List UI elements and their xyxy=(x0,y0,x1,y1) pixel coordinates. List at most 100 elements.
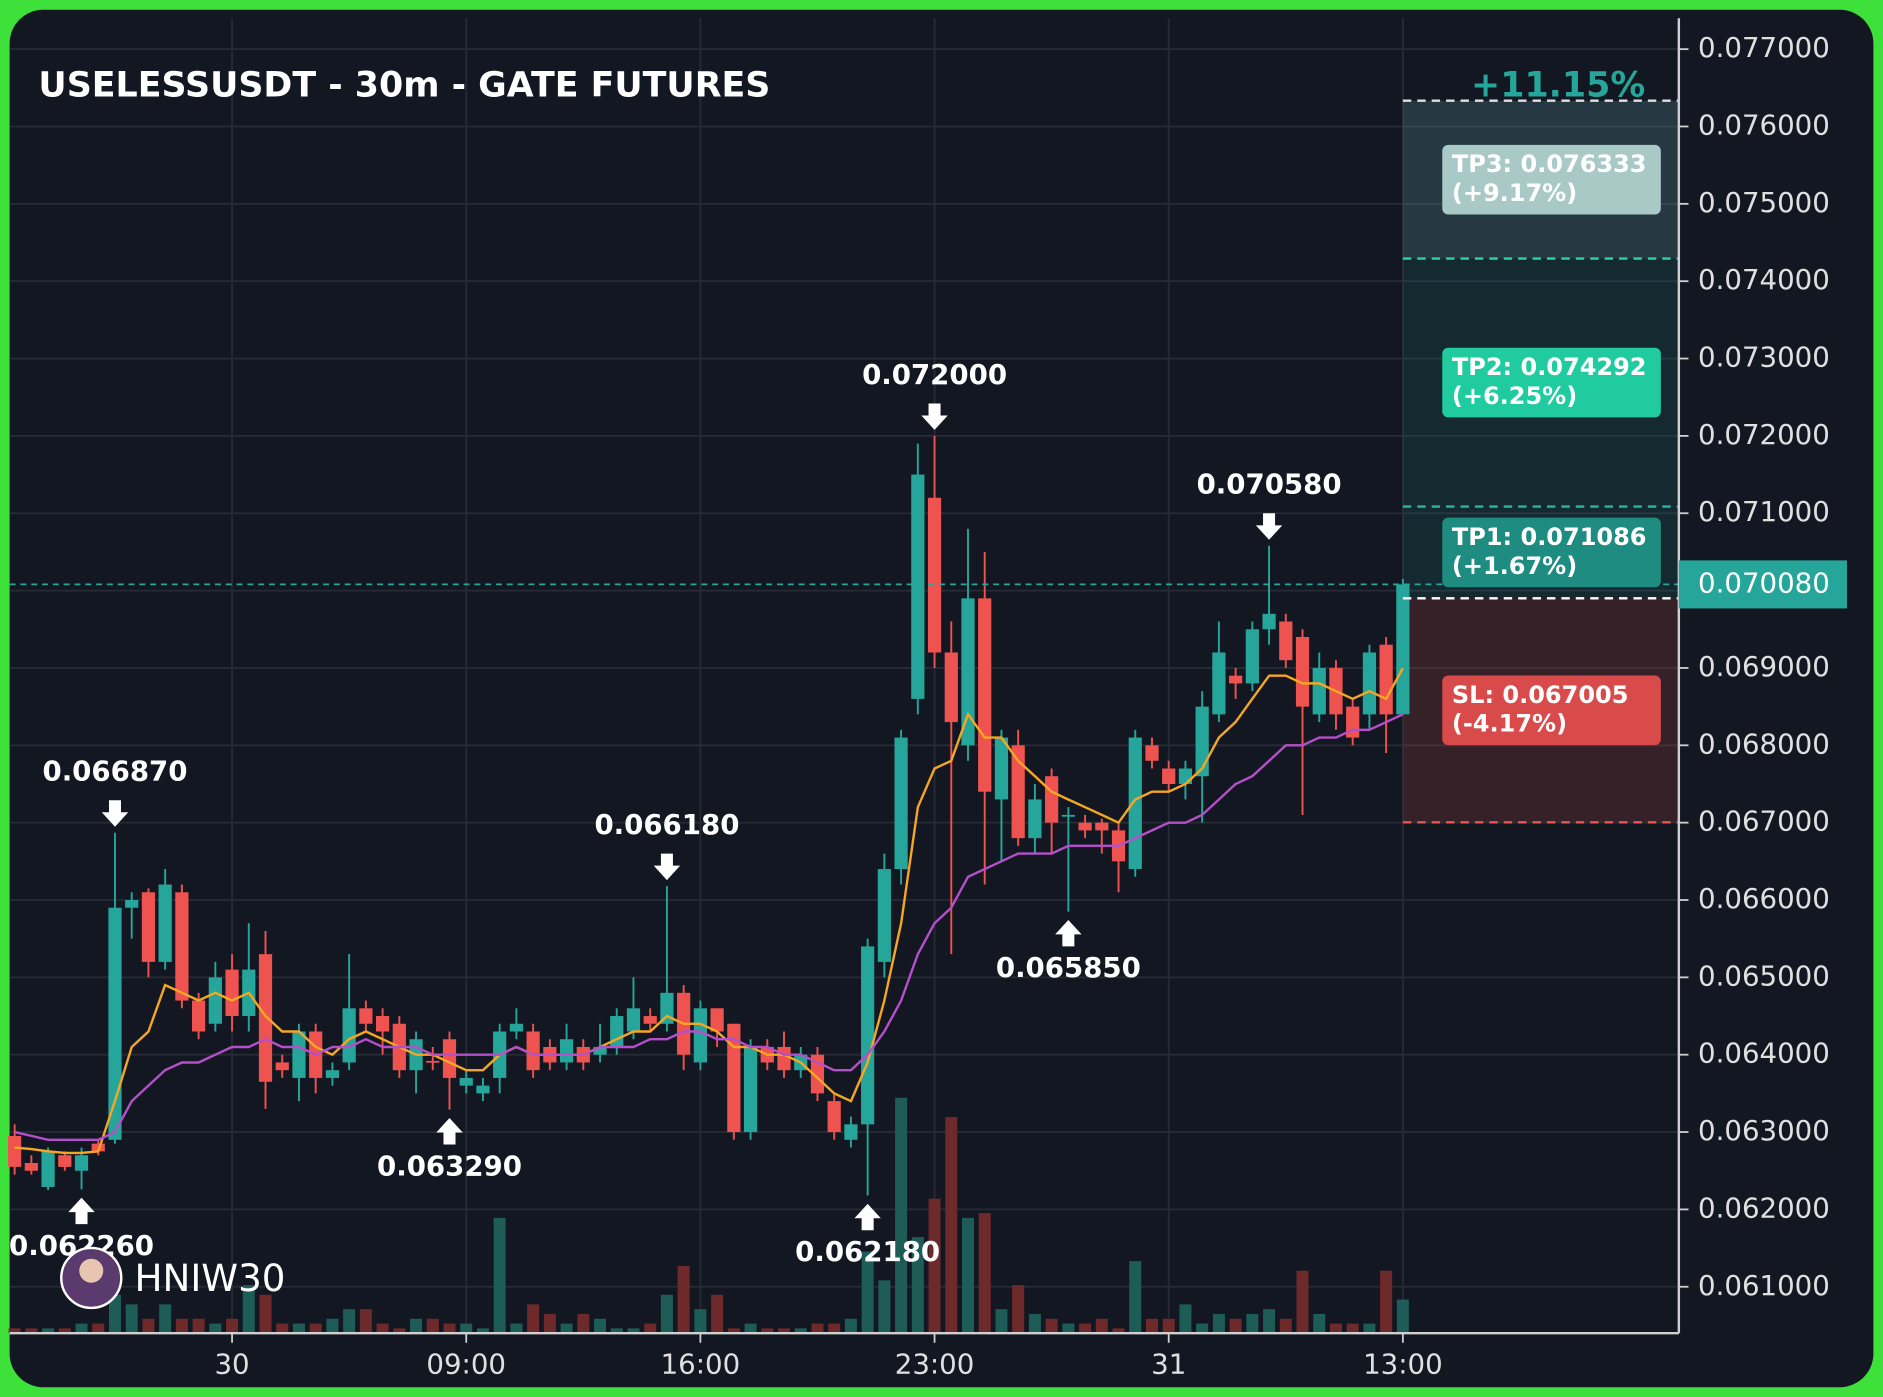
annotation-label: 0.063290 xyxy=(377,1149,522,1182)
volume-bar xyxy=(1112,1328,1125,1334)
volume-bar xyxy=(911,1237,924,1334)
volume-bar xyxy=(828,1323,841,1334)
candle-body xyxy=(258,954,273,1082)
level-label: SL: 0.067005 xyxy=(1452,681,1629,709)
annotation-arrow xyxy=(653,853,681,881)
volume-bar xyxy=(644,1323,657,1334)
volume-bar xyxy=(945,1117,958,1334)
candle-body xyxy=(342,1008,356,1063)
volume-bar xyxy=(660,1294,673,1334)
candle-body xyxy=(509,1023,524,1032)
candle-body xyxy=(1212,652,1226,715)
y-tick-label: 0.074000 xyxy=(1698,263,1830,296)
volume-bar xyxy=(761,1328,774,1334)
candle-body xyxy=(325,1070,340,1078)
candle-body xyxy=(559,1039,574,1063)
candle-body xyxy=(827,1101,841,1133)
candle-body xyxy=(192,1000,206,1032)
volume-bar xyxy=(1346,1323,1359,1334)
candle-body xyxy=(1396,584,1410,715)
panel xyxy=(9,9,1874,1388)
candle-body xyxy=(141,892,156,962)
candle-body xyxy=(459,1077,473,1086)
volume-bar xyxy=(192,1318,205,1334)
volume-bar xyxy=(493,1217,506,1334)
current-price-tag xyxy=(1678,560,1847,609)
candle-body xyxy=(108,907,122,1140)
volume-bar xyxy=(543,1313,556,1334)
avatar-face xyxy=(79,1258,104,1283)
candle-body xyxy=(1095,822,1109,831)
y-tick-label: 0.066000 xyxy=(1698,882,1830,915)
y-tick-label: 0.071000 xyxy=(1698,495,1830,528)
candle-body xyxy=(911,474,925,699)
volume-bar xyxy=(711,1294,724,1334)
volume-bar xyxy=(309,1323,322,1334)
volume-bar xyxy=(560,1323,573,1334)
candle-body xyxy=(961,598,975,746)
candle-body xyxy=(877,869,891,962)
candle-body xyxy=(978,598,992,792)
level-percent: (-4.17%) xyxy=(1452,710,1567,738)
volume-bar xyxy=(1296,1270,1309,1334)
candle-body xyxy=(208,977,222,1024)
volume-bar xyxy=(861,1251,874,1334)
annotation-arrow xyxy=(101,800,129,827)
annotation-arrow xyxy=(921,403,948,430)
volume-bar xyxy=(895,1097,908,1334)
volume-bar xyxy=(1380,1270,1393,1334)
candle-body xyxy=(710,1008,724,1032)
volume-bar xyxy=(125,1304,138,1334)
y-tick-label: 0.076000 xyxy=(1698,108,1830,141)
volume-bar xyxy=(928,1198,941,1334)
candle-body xyxy=(526,1031,540,1071)
candle-body xyxy=(844,1124,858,1140)
annotation-label: 0.065850 xyxy=(996,951,1141,984)
level-box xyxy=(1442,675,1661,746)
volume-bar xyxy=(727,1328,740,1334)
volume-bar xyxy=(1179,1304,1192,1334)
current-price-label: 0.070080 xyxy=(1698,566,1830,599)
volume-bar xyxy=(75,1323,88,1334)
volume-bar xyxy=(794,1328,807,1334)
candle-body xyxy=(275,1062,289,1071)
volume-bar xyxy=(594,1318,607,1334)
volume-bar xyxy=(677,1265,690,1334)
level-label: TP2: 0.074292 xyxy=(1452,353,1647,381)
annotation-label: 0.070580 xyxy=(1197,468,1342,501)
candle-body xyxy=(1312,667,1326,715)
level-label: TP3: 0.076333 xyxy=(1452,150,1647,178)
moving-average xyxy=(14,667,1404,1155)
x-tick-label: 13:00 xyxy=(1363,1348,1443,1381)
candle-body xyxy=(944,652,958,723)
candle-body xyxy=(125,900,139,908)
volume-bar xyxy=(226,1318,239,1334)
candle-body xyxy=(375,1016,390,1032)
volume-bar xyxy=(1396,1299,1409,1334)
candle-body xyxy=(476,1085,490,1094)
volume-bar xyxy=(1329,1323,1342,1334)
annotation-label: 0.072000 xyxy=(862,358,1007,391)
y-tick-label: 0.063000 xyxy=(1698,1114,1830,1147)
volume-bar xyxy=(1095,1318,1108,1334)
volume-bar xyxy=(460,1323,473,1334)
volume-bar xyxy=(1279,1318,1292,1334)
annotation-label: 0.066180 xyxy=(594,808,739,841)
candle-body xyxy=(727,1023,741,1133)
candle-body xyxy=(359,1008,373,1024)
volume-bar xyxy=(1162,1318,1175,1334)
candle-body xyxy=(1162,768,1176,784)
volume-bar xyxy=(995,1309,1008,1334)
volume-bar xyxy=(961,1217,975,1334)
volume-bar xyxy=(259,1294,272,1334)
volume-bar xyxy=(343,1309,356,1334)
candle-body xyxy=(1195,706,1209,777)
level-percent: (+9.17%) xyxy=(1452,179,1577,207)
plot: TP3: 0.076333(+9.17%) TP2: 0.074292(+6.25… xyxy=(8,66,1679,1334)
level-box xyxy=(1442,144,1661,215)
volume-bar xyxy=(844,1318,857,1334)
moving-average xyxy=(14,713,1404,1142)
level-percent: (+1.67%) xyxy=(1452,552,1577,580)
volume-bar xyxy=(92,1323,105,1334)
